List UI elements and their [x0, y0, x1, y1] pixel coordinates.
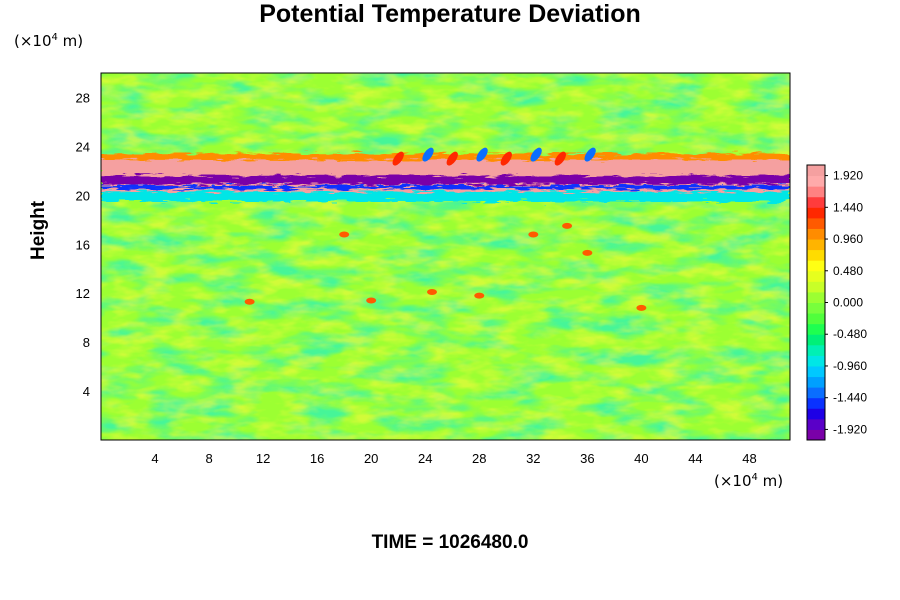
- x-tick-label: 36: [580, 451, 594, 466]
- y-tick-label: 12: [76, 286, 90, 301]
- warm-spot: [474, 292, 485, 299]
- colorbar-swatch: [807, 175, 825, 187]
- warm-spot: [636, 304, 647, 311]
- warm-spot: [426, 288, 437, 295]
- colorbar-swatch: [807, 397, 825, 409]
- colorbar-tick-label: -1.920: [833, 422, 867, 436]
- stratospheric-layers: [101, 153, 790, 202]
- x-tick-label: 28: [472, 451, 486, 466]
- x-tick-label: 4: [151, 451, 158, 466]
- colorbar-swatch: [807, 302, 825, 314]
- x-tick-label: 32: [526, 451, 540, 466]
- x-tick-label: 48: [742, 451, 756, 466]
- colorbar-swatch: [807, 429, 825, 441]
- colorbar-swatch: [807, 344, 825, 356]
- gravity-wave-feature: [554, 151, 566, 166]
- colorbar-swatch: [807, 239, 825, 251]
- colorbar-tick-label: 0.960: [833, 232, 863, 246]
- gravity-wave-feature: [446, 151, 458, 166]
- cool-fringe: [101, 191, 790, 202]
- y-tick-label: 8: [83, 335, 90, 350]
- colorbar-swatch: [807, 196, 825, 208]
- colorbar: 1.920 1.440 0.960 0.480 0.000 -0.480 -0.960 -1.…: [806, 164, 867, 441]
- x-axis-unit: (×104 m): [714, 472, 784, 490]
- chart-title: Potential Temperature Deviation: [259, 0, 641, 28]
- warm-spot: [244, 298, 255, 305]
- warm-spot: [339, 231, 350, 238]
- x-tick-label: 16: [310, 451, 324, 466]
- cold-layer-lower: [101, 185, 790, 190]
- gravity-wave-feature: [392, 151, 404, 166]
- x-tick-label: 24: [418, 451, 432, 466]
- colorbar-swatch: [807, 228, 825, 240]
- y-axis-unit: (×104 m): [14, 32, 84, 50]
- colorbar-swatch: [807, 186, 825, 198]
- colorbar-swatch: [807, 217, 825, 229]
- warm-spot: [366, 297, 377, 304]
- colorbar-swatch: [807, 260, 825, 272]
- colorbar-swatch: [807, 165, 825, 177]
- colorbar-swatch: [807, 270, 825, 282]
- colorbar-swatch: [807, 334, 825, 346]
- colorbar-swatch: [807, 418, 825, 430]
- cold-layer: [101, 175, 790, 185]
- gravity-wave-feature: [476, 147, 488, 162]
- colorbar-swatch: [807, 313, 825, 325]
- x-tick-label: 8: [205, 451, 212, 466]
- colorbar-swatch: [807, 281, 825, 293]
- warm-spot: [582, 249, 593, 256]
- y-tick-label: 20: [76, 188, 90, 203]
- x-tick-label: 20: [364, 451, 378, 466]
- x-tick-label: 12: [256, 451, 270, 466]
- colorbar-swatch: [807, 387, 825, 399]
- colorbar-swatch: [807, 365, 825, 378]
- x-tick-label: 40: [634, 451, 648, 466]
- colorbar-swatch: [807, 249, 825, 261]
- colorbar-tick-label: 1.920: [833, 169, 863, 183]
- gravity-wave-feature: [422, 147, 434, 162]
- gravity-wave-feature: [530, 147, 542, 162]
- colorbar-swatch: [807, 207, 825, 219]
- field-warm-patches: [101, 73, 790, 440]
- colorbar-swatch: [807, 408, 825, 420]
- colorbar-tick-label: 0.000: [833, 296, 863, 310]
- warm-spot: [528, 231, 539, 238]
- gravity-wave-feature: [584, 147, 596, 162]
- colorbar-swatch: [807, 376, 825, 388]
- colorbar-swatch: [807, 323, 825, 335]
- heatmap-field: [101, 73, 790, 440]
- y-tick-label: 4: [83, 384, 90, 399]
- colorbar-swatch: [807, 355, 825, 367]
- warm-spot: [562, 222, 573, 229]
- colorbar-tick-label: 0.480: [833, 264, 863, 278]
- colorbar-tick-label: -0.960: [833, 359, 867, 373]
- gravity-wave-feature: [500, 151, 512, 166]
- y-tick-label: 24: [76, 139, 90, 154]
- colorbar-tick-label: -1.440: [833, 391, 867, 405]
- colorbar-swatch: [807, 291, 825, 303]
- x-tick-label: 44: [688, 451, 702, 466]
- time-label: TIME = 1026480.0: [371, 532, 529, 553]
- y-tick-label: 16: [76, 237, 90, 252]
- colorbar-tick-label: 1.440: [833, 200, 863, 214]
- y-tick-label: 28: [76, 90, 90, 105]
- colorbar-tick-label: -0.480: [833, 327, 867, 341]
- plot-frame: [100, 72, 791, 441]
